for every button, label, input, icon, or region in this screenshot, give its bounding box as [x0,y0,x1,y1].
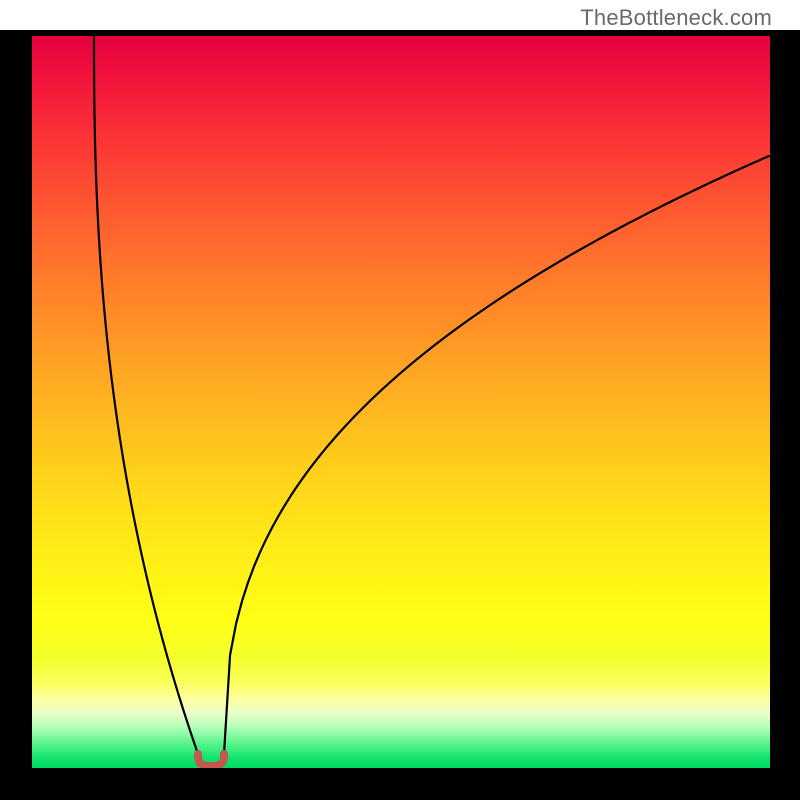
watermark-text: TheBottleneck.com [580,5,772,31]
chart-stage: TheBottleneck.com [0,0,800,800]
plot-area [32,36,770,768]
frame-left [0,30,32,800]
frame-right [770,30,800,800]
plot-svg [32,36,770,768]
frame-bottom [0,768,800,800]
bottleneck-curve [94,36,769,766]
dip-marker [198,754,224,766]
